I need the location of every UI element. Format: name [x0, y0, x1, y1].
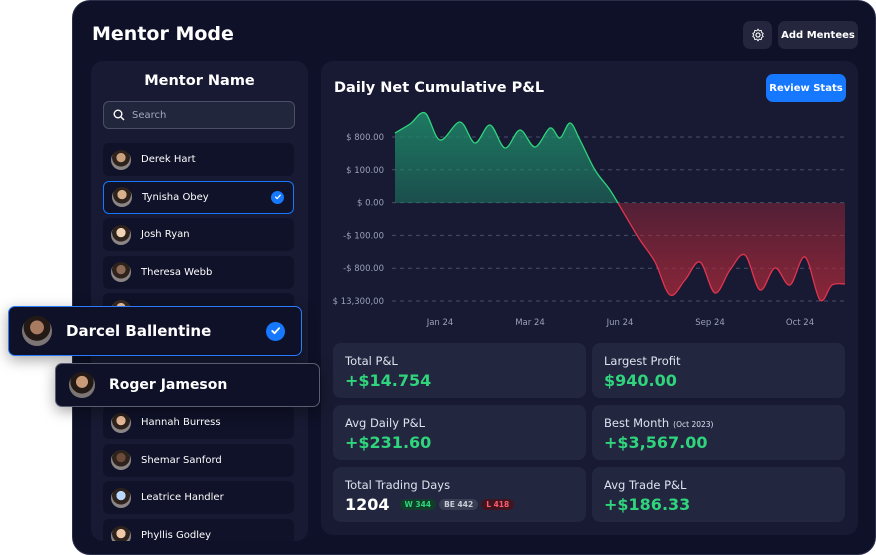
- stat-value-text: 1204: [345, 495, 390, 514]
- avatar: [111, 525, 131, 541]
- stat-value: +$3,567.00: [604, 432, 708, 452]
- mentor-item[interactable]: Hannah Burress: [103, 406, 294, 440]
- badge-group: W 344 BE 442 L 418: [399, 494, 518, 513]
- x-axis-label: Sep 24: [695, 318, 725, 328]
- mentor-name: Darcel Ballentine: [66, 322, 212, 340]
- stat-card: Largest Profit $940.00: [592, 343, 845, 398]
- add-mentees-button[interactable]: Add Mentees: [778, 21, 858, 49]
- pnl-chart: $ 800.00 $ 100.00 $ 0.00 -$ 100.00 -$ 800.00…: [333, 111, 846, 328]
- mentor-item[interactable]: Theresa Webb: [103, 255, 294, 289]
- loss-area: [395, 203, 845, 301]
- stat-label-text: Total P&L: [345, 354, 398, 368]
- x-axis-label: Mar 24: [515, 318, 545, 328]
- x-axis-label: Oct 24: [786, 318, 814, 328]
- stat-value: +$186.33: [604, 494, 690, 514]
- mentor-name: Roger Jameson: [109, 377, 228, 393]
- badge: BE 442: [439, 499, 479, 510]
- avatar: [22, 316, 52, 346]
- y-axis-label: -$ 800.00: [343, 264, 384, 274]
- stat-label-text: Avg Trade P&L: [604, 478, 687, 492]
- mentor-item[interactable]: Phyllis Godley: [103, 519, 294, 541]
- mentor-name: Shemar Sanford: [141, 454, 222, 466]
- x-axis-label: Jan 24: [426, 318, 454, 328]
- stat-value: $940.00: [604, 370, 677, 390]
- stat-label: Avg Trade P&L: [604, 478, 686, 492]
- floating-mentor-card[interactable]: Darcel Ballentine: [8, 306, 302, 356]
- pnl-line-positive: [394, 111, 619, 203]
- stat-value-text: $940.00: [604, 371, 677, 390]
- stat-label-text: Avg Daily P&L: [345, 416, 426, 430]
- gear-icon: [751, 28, 764, 42]
- mentor-name: Theresa Webb: [141, 266, 213, 278]
- check-icon: [274, 194, 281, 200]
- stat-card: Total Trading Days 1204 W 344 BE 442 L 418: [333, 467, 586, 522]
- mentor-name: Leatrice Handler: [141, 492, 224, 504]
- mentor-panel-title: Mentor Name: [144, 73, 255, 89]
- mentor-name: Hannah Burress: [141, 417, 221, 429]
- avatar: [111, 224, 131, 245]
- floating-mentor-card[interactable]: Roger Jameson: [55, 363, 320, 407]
- chart-title: Daily Net Cumulative P&L: [334, 80, 545, 96]
- stat-value: 1204 W 344 BE 442 L 418: [345, 494, 517, 514]
- stat-label-text: Best Month: [604, 416, 670, 430]
- y-axis-label: $ 0.00: [357, 199, 384, 209]
- badge: W 344: [399, 499, 437, 510]
- profit-area: [395, 112, 845, 203]
- stat-label-text: Largest Profit: [604, 354, 681, 368]
- search-placeholder: Search: [132, 109, 167, 121]
- mentor-item[interactable]: Derek Hart: [103, 143, 294, 176]
- stat-value-text: +$186.33: [604, 495, 691, 514]
- stat-card: Avg Trade P&L +$186.33: [592, 467, 845, 522]
- mentor-name: Derek Hart: [141, 154, 196, 165]
- review-stats-button[interactable]: Review Stats: [766, 74, 846, 102]
- avatar: [111, 450, 131, 471]
- mentor-item[interactable]: Tynisha Obey: [103, 180, 294, 214]
- mentor-item[interactable]: Leatrice Handler: [103, 481, 294, 515]
- mentor-panel: Mentor Name Search Derek Hart Tynisha Obe…: [91, 61, 308, 541]
- mentor-item[interactable]: Josh Ryan: [103, 218, 294, 252]
- avatar: [111, 487, 131, 508]
- selected-check: [271, 190, 284, 204]
- stat-card: Avg Daily P&L +$231.60: [333, 405, 586, 460]
- stat-label: Total Trading Days: [345, 478, 450, 492]
- avatar: [69, 372, 95, 398]
- stat-card: Total P&L +$14.754: [333, 343, 586, 398]
- avatar: [111, 149, 131, 170]
- stat-value-text: +$3,567.00: [604, 433, 708, 452]
- selected-check: [266, 321, 285, 341]
- badge: L 418: [481, 499, 515, 510]
- y-axis-label: -$ 100.00: [343, 231, 384, 241]
- mentor-name: Josh Ryan: [141, 229, 190, 241]
- app-title: Mentor Mode: [92, 23, 234, 45]
- avatar: [111, 262, 131, 283]
- check-icon: [271, 327, 280, 335]
- stat-value-text: +$14.754: [345, 371, 432, 390]
- stat-label: Total P&L: [345, 354, 398, 368]
- x-axis-label: Jun 24: [606, 318, 634, 328]
- mentor-name: Phyllis Godley: [141, 530, 212, 541]
- stat-value: +$231.60: [345, 432, 431, 452]
- mentor-item[interactable]: Shemar Sanford: [103, 443, 294, 477]
- y-axis-label: $ 100.00: [346, 166, 384, 176]
- stat-label: Avg Daily P&L: [345, 416, 425, 430]
- stat-value: +$14.754: [345, 370, 431, 390]
- avatar: [111, 412, 131, 433]
- app-window: Mentor Mode Add Mentees Mentor Name Sear…: [72, 0, 876, 555]
- settings-button[interactable]: [743, 21, 772, 49]
- y-axis-label: $ 13,300,00: [333, 297, 384, 307]
- search-box[interactable]: Search: [103, 101, 295, 129]
- stat-note: (Oct 2023): [673, 420, 714, 429]
- avatar: [112, 187, 132, 208]
- stat-value-text: +$231.60: [345, 433, 432, 452]
- stat-card: Best Month (Oct 2023) +$3,567.00: [592, 405, 845, 460]
- search-icon: [113, 109, 125, 121]
- pnl-line-negative: [617, 203, 846, 302]
- stat-label: Best Month (Oct 2023): [604, 416, 713, 430]
- stat-label-text: Total Trading Days: [345, 478, 451, 492]
- stat-label: Largest Profit: [604, 354, 681, 368]
- y-axis-label: $ 800.00: [346, 133, 384, 143]
- mentor-name: Tynisha Obey: [142, 191, 209, 203]
